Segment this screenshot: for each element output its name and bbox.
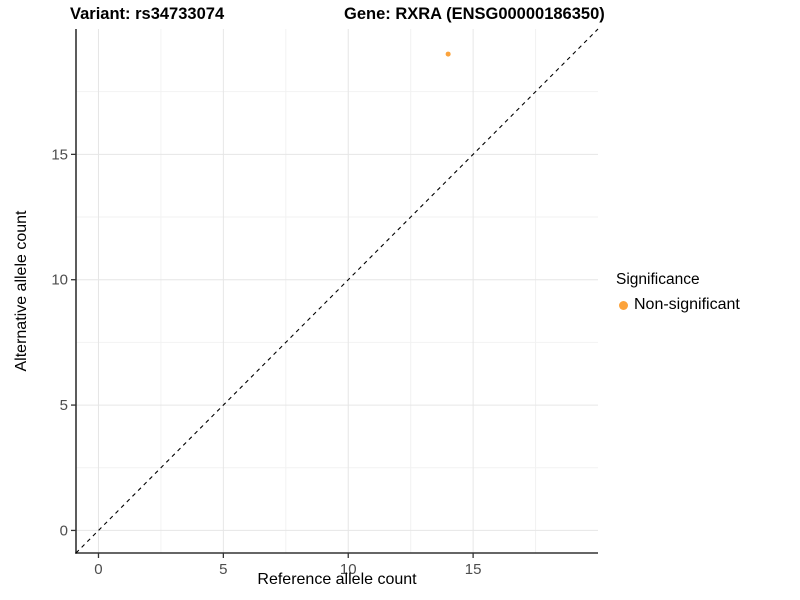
legend-entry-non-significant: Non-significant	[616, 296, 740, 314]
legend-entry-label: Non-significant	[634, 296, 740, 313]
y-tick-label: 15	[51, 146, 68, 163]
legend: Significance Non-significant	[616, 271, 740, 314]
data-point	[445, 51, 451, 57]
gene-title: Gene: RXRA (ENSG00000186350)	[344, 5, 605, 23]
y-tick-label: 10	[51, 272, 68, 289]
identity-line	[75, 28, 599, 554]
x-tick-label: 5	[219, 561, 227, 578]
x-tick-label: 10	[340, 561, 357, 578]
x-axis-title: Reference allele count	[257, 571, 417, 588]
y-tick-label: 0	[60, 522, 68, 539]
variant-title: Variant: rs34733074	[70, 5, 225, 23]
legend-title: Significance	[616, 271, 700, 288]
x-tick-label: 0	[94, 561, 102, 578]
y-tick-label: 5	[60, 397, 68, 414]
x-tick-label: 15	[465, 561, 482, 578]
legend-point-swatch	[619, 300, 628, 310]
